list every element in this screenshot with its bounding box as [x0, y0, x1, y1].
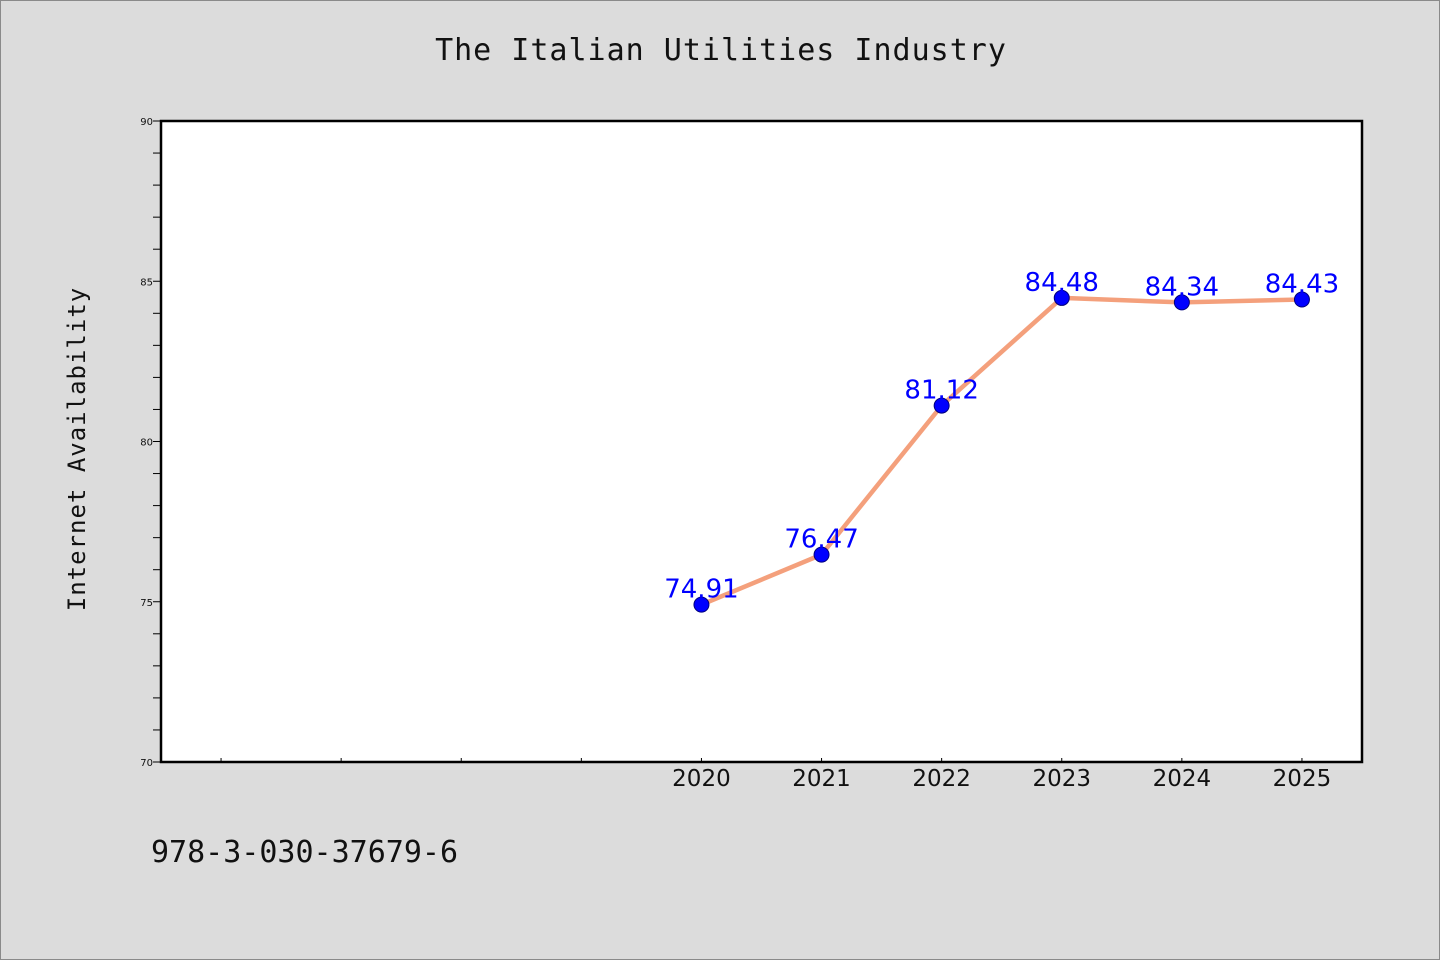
y-tick-label: 75: [140, 598, 153, 609]
x-tick-label: 2021: [792, 766, 851, 792]
data-point: [693, 596, 710, 613]
data-label: 84.48: [1025, 268, 1099, 298]
data-label: 84.34: [1145, 272, 1219, 302]
y-axis: 70 75 80 85 90: [140, 117, 161, 769]
x-tick-label: 2022: [912, 766, 971, 792]
x-tick-label: 2025: [1273, 766, 1332, 792]
data-label: 76.47: [784, 525, 858, 555]
plot-background: [159, 119, 1364, 764]
x-axis: 2020 2021 2022 2023 2024 2025: [220, 758, 1332, 792]
data-point: [813, 546, 830, 563]
data-point: [1293, 291, 1310, 308]
x-tick-label: 2023: [1032, 766, 1091, 792]
series-line: [700, 295, 1303, 607]
y-tick-label: 70: [140, 758, 153, 769]
y-tick-label: 90: [140, 117, 153, 128]
series-line-group: [700, 295, 1303, 607]
data-label: 84.43: [1265, 270, 1339, 300]
data-label: 81.12: [904, 376, 978, 406]
data-point: [1053, 289, 1070, 306]
markers-group: [693, 289, 1310, 613]
data-label: 74.91: [664, 575, 738, 605]
isbn-text: 978-3-030-37679-6: [151, 835, 459, 870]
x-tick-label: 2024: [1153, 766, 1212, 792]
data-point: [933, 397, 950, 414]
data-labels-group: 74.91 76.47 81.12 84.48 84.34 84.43: [664, 268, 1339, 605]
y-tick-label: 85: [140, 277, 153, 288]
data-point: [1173, 294, 1190, 311]
y-tick-label: 80: [140, 438, 153, 449]
chart-title: The Italian Utilities Industry: [435, 33, 1007, 68]
x-tick-label: 2020: [672, 766, 731, 792]
plot-area: [159, 119, 1364, 764]
